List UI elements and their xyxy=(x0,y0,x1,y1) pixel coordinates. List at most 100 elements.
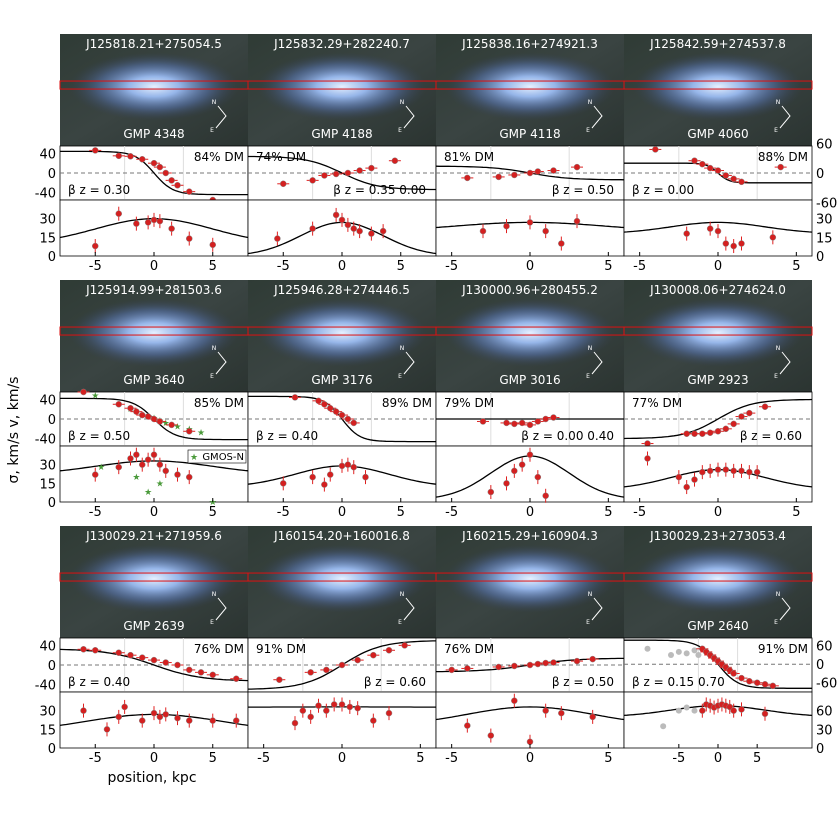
galaxy-glow xyxy=(257,52,427,121)
dispersion-point xyxy=(730,467,737,475)
velocity-point xyxy=(511,171,518,179)
dispersion-tick-label: 0 xyxy=(48,742,56,757)
galaxy-glow xyxy=(445,298,615,367)
dispersion-point xyxy=(321,481,328,488)
dispersion-point xyxy=(511,697,518,704)
dispersion-point xyxy=(487,732,495,739)
dispersion-axes xyxy=(247,199,437,257)
compass-north-label: N xyxy=(776,591,781,598)
compass-icon xyxy=(591,597,603,621)
dispersion-point xyxy=(344,221,352,229)
dispersion-point xyxy=(769,234,777,241)
dispersion-point xyxy=(487,488,495,496)
velocity-point xyxy=(526,169,534,177)
dispersion-point xyxy=(280,480,287,487)
dispersion-tick-label: 0 xyxy=(816,250,824,265)
velocity-point xyxy=(150,159,158,167)
compass-east-label: E xyxy=(774,373,778,380)
velocity-point xyxy=(573,163,581,171)
slit-marker xyxy=(623,572,813,582)
galaxy-id: J130008.06+274624.0 xyxy=(649,283,786,297)
x-tick-label: 0 xyxy=(150,505,158,520)
panel-7: J130000.96+280455.2 GMP 3016 N E 79% DM β z =… xyxy=(435,280,625,520)
dispersion-point xyxy=(150,451,158,458)
dispersion-tick-label: 30 xyxy=(39,459,56,474)
dispersion-point xyxy=(370,717,377,724)
gmos-velocity-point: ★ xyxy=(173,422,181,432)
dispersion-tick-label: 60 xyxy=(816,705,833,720)
x-tick-label: 0 xyxy=(714,259,722,274)
dispersion-point xyxy=(356,227,363,235)
gmos-dispersion-point: ★ xyxy=(156,479,164,489)
velocity-point xyxy=(550,414,557,421)
panel-3: J125838.16+274921.3 GMP 4118 N E 81% DM β z =… xyxy=(435,34,625,274)
velocity-tick-label: 0 xyxy=(48,167,56,182)
dispersion-point xyxy=(186,473,193,481)
velocity-point xyxy=(209,671,216,679)
velocity-point xyxy=(350,419,357,427)
velocity-point xyxy=(573,657,581,665)
velocity-point xyxy=(534,168,542,175)
velocity-point xyxy=(550,659,557,666)
velocity-point-extra xyxy=(683,650,690,657)
dispersion-point xyxy=(344,461,352,468)
dispersion-tick-label: 15 xyxy=(39,723,56,738)
velocity-point xyxy=(777,163,784,171)
x-tick-label: 0 xyxy=(714,505,722,520)
gmos-dispersion-point: ★ xyxy=(209,498,217,508)
velocity-point xyxy=(280,180,287,188)
legend-box xyxy=(187,449,247,464)
dispersion-point xyxy=(675,473,683,481)
velocity-point xyxy=(730,420,737,428)
velocity-point xyxy=(722,425,730,433)
velocity-tick-label: -40 xyxy=(35,433,56,448)
gmos-dispersion-point: ★ xyxy=(144,488,152,498)
dispersion-point xyxy=(307,713,314,721)
galaxy-id: J160154.20+160016.8 xyxy=(273,529,410,543)
compass-north-label: N xyxy=(400,345,405,352)
velocity-point xyxy=(344,169,352,177)
compass-east-label: E xyxy=(586,373,590,380)
galaxy-id: J125818.21+275054.5 xyxy=(85,37,222,51)
dispersion-point xyxy=(327,471,334,478)
velocity-point xyxy=(753,679,761,686)
velocity-tick-label: -40 xyxy=(35,187,56,202)
dispersion-point xyxy=(92,242,99,250)
x-tick-label: 5 xyxy=(209,259,217,274)
x-tick-label: 0 xyxy=(150,751,158,766)
velocity-point xyxy=(168,177,175,184)
velocity-point xyxy=(80,646,87,653)
dispersion-point xyxy=(362,473,369,481)
velocity-point xyxy=(534,660,542,668)
velocity-point xyxy=(115,649,122,656)
galaxy-glow xyxy=(445,52,615,121)
velocity-point xyxy=(401,642,408,649)
panel-11: J160215.29+160904.3 N E 76% DM β z = 0.50 -5 0… xyxy=(435,526,625,766)
dispersion-point xyxy=(753,468,761,476)
compass-east-label: E xyxy=(398,619,402,626)
dispersion-point xyxy=(144,219,152,226)
galaxy-glow xyxy=(633,544,803,613)
dispersion-point-extra xyxy=(691,707,698,714)
dispersion-point xyxy=(542,707,549,714)
dispersion-point xyxy=(730,707,737,714)
compass-north-label: N xyxy=(776,99,781,106)
velocity-point xyxy=(186,188,193,195)
velocity-point-extra xyxy=(691,647,698,654)
dispersion-point xyxy=(558,240,565,247)
x-tick-label: -5 xyxy=(445,751,458,766)
velocity-point xyxy=(714,428,722,435)
dispersion-point xyxy=(714,227,722,235)
velocity-point xyxy=(448,666,455,674)
velocity-point xyxy=(769,682,777,690)
dispersion-point xyxy=(761,710,769,718)
compass-icon xyxy=(779,351,791,375)
dispersion-point xyxy=(80,707,87,714)
velocity-point xyxy=(321,401,328,408)
compass-east-label: E xyxy=(210,619,214,626)
dm-fraction: 77% DM xyxy=(632,396,682,410)
velocity-point xyxy=(309,177,316,184)
beta-label: β z = 0.00 xyxy=(632,183,694,197)
velocity-point xyxy=(542,415,549,423)
x-tick-label: 0 xyxy=(526,751,534,766)
